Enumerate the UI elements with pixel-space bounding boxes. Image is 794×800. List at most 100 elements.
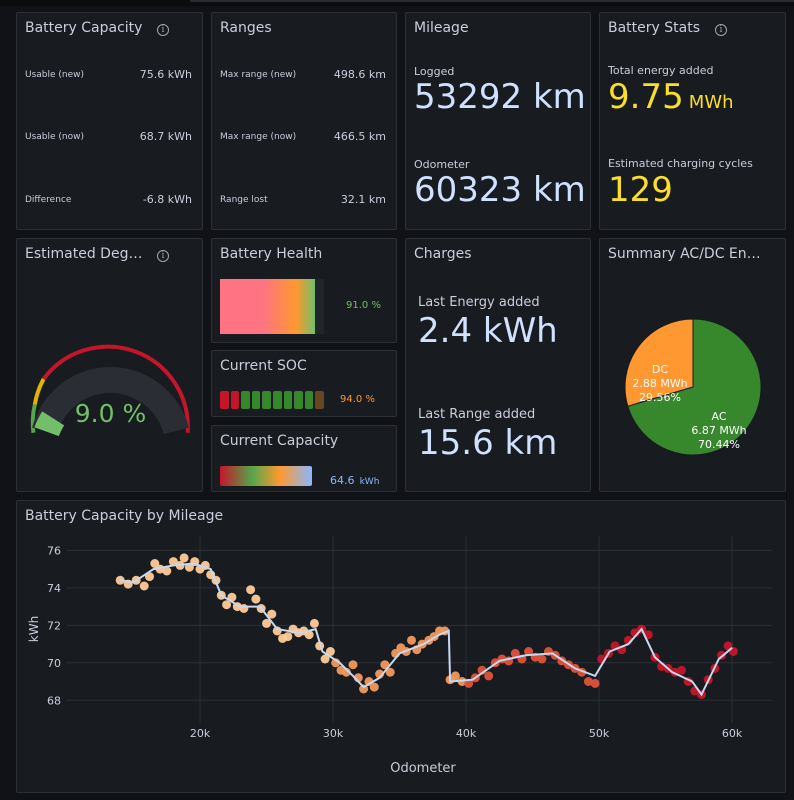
data-point[interactable] — [341, 667, 351, 677]
total-energy: 9.75 MWh — [608, 77, 734, 117]
panel-title: Estimated Deg… — [25, 246, 143, 262]
mileage-panel: Mileage Logged 53292 km Odometer 60323 k… — [405, 12, 591, 230]
panel-title: Battery Stats — [608, 20, 701, 36]
last-range-label: Last Range added — [418, 407, 536, 422]
range-lost-label: Range lost — [220, 195, 268, 205]
x-tick-label: 20k — [190, 727, 211, 740]
usable-new-label: Usable (new) — [25, 70, 85, 80]
data-point[interactable] — [162, 566, 172, 576]
info-icon[interactable]: i — [715, 24, 727, 36]
soc-segment — [262, 391, 271, 409]
odometer-value: 60323 km — [414, 170, 586, 210]
y-tick-label: 68 — [47, 694, 61, 707]
data-point[interactable] — [222, 600, 232, 610]
data-point[interactable] — [304, 630, 314, 640]
odometer-label: Odometer — [414, 158, 470, 171]
degradation-panel: Estimated Deg… i 9.0 % — [16, 238, 203, 492]
gauge-threshold-arc-red — [41, 344, 190, 433]
data-point[interactable] — [348, 660, 358, 670]
data-point[interactable] — [309, 618, 319, 628]
info-icon[interactable]: i — [157, 24, 169, 36]
current-soc-panel: Current SOC 94.0 % — [211, 350, 397, 417]
data-point[interactable] — [267, 609, 277, 619]
range-lost-value: 32.1 km — [340, 193, 386, 206]
data-point[interactable] — [385, 667, 395, 677]
data-point[interactable] — [168, 557, 178, 567]
current-capacity-unit: kWh — [359, 477, 380, 487]
panel-title: Current SOC — [220, 358, 307, 374]
data-point[interactable] — [239, 604, 249, 613]
charges-panel: Charges Last Energy added 2.4 kWh Last R… — [405, 238, 591, 492]
logged-label: Logged — [414, 65, 455, 78]
ac-amount: 6.87 MWh — [691, 424, 746, 437]
data-point[interactable] — [484, 671, 494, 681]
data-point[interactable] — [510, 648, 520, 658]
y-tick-label: 76 — [47, 544, 61, 557]
pie-slice-dc[interactable] — [624, 318, 694, 407]
y-axis-label: kWh — [27, 616, 41, 642]
soc-segment — [304, 391, 314, 409]
data-point[interactable] — [246, 585, 256, 595]
y-tick-label: 72 — [47, 619, 61, 632]
data-point[interactable] — [677, 665, 686, 675]
data-point[interactable] — [251, 594, 261, 604]
soc-segment — [283, 391, 293, 409]
y-tick-label: 74 — [47, 582, 61, 595]
charging-cycles-label: Estimated charging cycles — [608, 157, 753, 170]
difference-value: -6.8 kWh — [142, 193, 192, 206]
capacity-by-mileage-panel: Battery Capacity by Mileage 68 70 72 74 76 20… — [16, 500, 786, 793]
data-point[interactable] — [139, 581, 149, 591]
data-point[interactable] — [283, 632, 293, 642]
data-point[interactable] — [380, 660, 390, 670]
battery-health-panel: Battery Health 91.0 % — [211, 238, 397, 343]
data-point[interactable] — [150, 559, 160, 568]
data-point[interactable] — [537, 654, 547, 664]
battery-stats-panel: Battery Stats i Total energy added 9.75 … — [599, 12, 786, 230]
last-energy-value: 2.4 kWh — [418, 311, 558, 351]
charging-cycles-value: 129 — [608, 170, 673, 210]
top-bar — [0, 0, 794, 6]
panel-title: Mileage — [414, 20, 469, 36]
data-point[interactable] — [179, 553, 189, 563]
summary-acdc-panel: Summary AC/DC En… AC 6.87 MWh 70.44% DC … — [599, 238, 786, 492]
soc-segment — [241, 391, 250, 409]
acdc-pie-chart: AC 6.87 MWh 70.44% DC 2.88 MWh 29.56% — [624, 318, 762, 456]
ranges-panel: Ranges Max range (new) 498.6 km Max rang… — [211, 12, 397, 230]
soc-segment — [230, 391, 240, 409]
total-energy-value: 9.75 — [608, 77, 684, 117]
data-point[interactable] — [262, 618, 271, 628]
data-point[interactable] — [590, 678, 600, 688]
battery-health-value: 91.0 % — [346, 300, 381, 311]
data-point[interactable] — [450, 671, 460, 681]
y-tick-label: 70 — [47, 657, 61, 670]
max-range-now-value: 466.5 km — [333, 130, 386, 143]
panel-title: Charges — [414, 246, 472, 262]
gauge-threshold-arc-green — [30, 404, 37, 434]
usable-new-value: 75.6 kWh — [139, 68, 192, 81]
data-point[interactable] — [320, 654, 330, 664]
last-energy-label: Last Energy added — [418, 295, 540, 310]
x-tick-label: 30k — [323, 727, 344, 740]
data-point[interactable] — [115, 575, 125, 585]
difference-label: Difference — [25, 195, 72, 205]
total-energy-label: Total energy added — [608, 64, 714, 77]
battery-health-bar-fill — [220, 279, 315, 334]
dc-amount: 2.88 MWh — [632, 377, 687, 390]
data-point[interactable] — [369, 682, 379, 692]
data-point[interactable] — [524, 647, 534, 656]
data-point[interactable] — [407, 635, 416, 645]
gauge-threshold-arc-yellow — [32, 378, 46, 405]
x-tick-label: 50k — [589, 727, 610, 740]
panel-title: Summary AC/DC En… — [608, 246, 761, 262]
trend-line — [120, 562, 733, 697]
battery-health-bar-track — [220, 279, 324, 334]
gauge-value-arc — [34, 411, 65, 437]
pie-slice-ac[interactable] — [627, 318, 762, 456]
soc-segment — [294, 391, 303, 409]
x-axis-label: Odometer — [390, 761, 456, 776]
info-icon[interactable]: i — [157, 250, 169, 262]
panel-title: Battery Capacity by Mileage — [25, 508, 224, 524]
dc-percent: 29.56% — [639, 391, 681, 404]
data-point[interactable] — [325, 647, 335, 656]
degradation-value: 9.0 % — [74, 399, 147, 428]
